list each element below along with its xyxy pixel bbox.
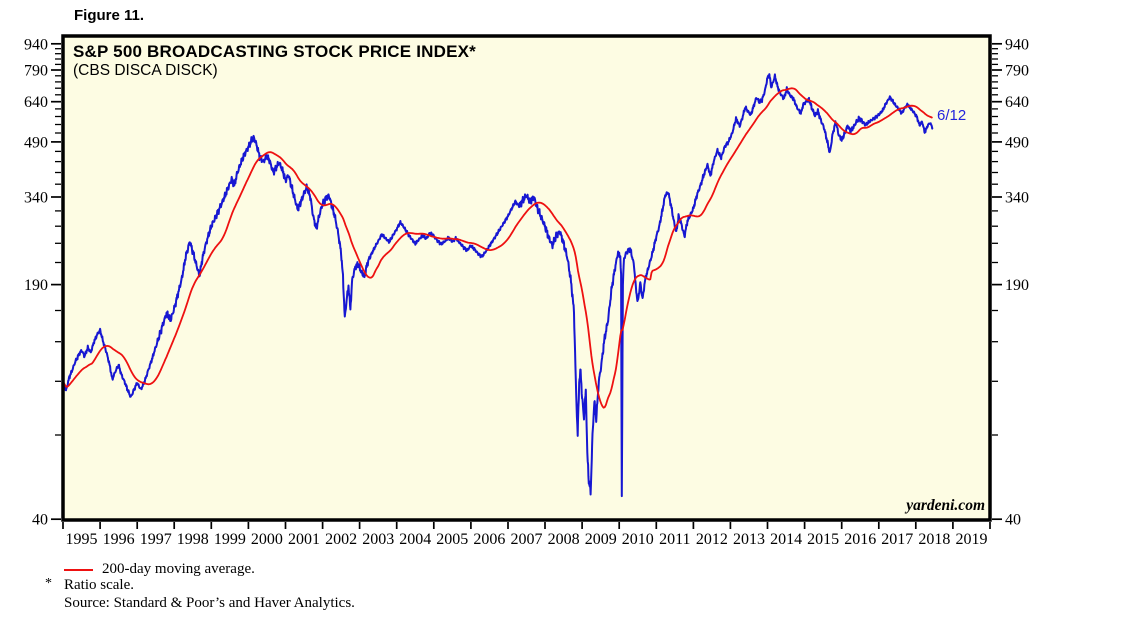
x-axis-year-label: 2012	[696, 531, 728, 548]
y-axis-tick-label: 940	[1005, 36, 1029, 53]
x-axis-year-label: 2006	[473, 531, 505, 548]
y-axis-tick-label: 340	[24, 190, 48, 207]
x-axis-year-label: 2002	[325, 531, 357, 548]
figure-label: Figure 11.	[74, 7, 145, 24]
y-axis-tick-label: 790	[24, 63, 48, 80]
price-line	[64, 73, 934, 498]
x-axis-year-label: 2018	[918, 531, 950, 548]
x-axis-year-label: 2005	[436, 531, 468, 548]
x-axis-year-label: 2011	[659, 531, 690, 548]
x-axis-year-label: 1995	[66, 531, 98, 548]
x-axis-year-label: 2000	[251, 531, 283, 548]
plot-frame	[61, 34, 992, 522]
x-axis-year-label: 2015	[807, 531, 839, 548]
y-axis-tick-label: 190	[1005, 277, 1029, 294]
x-axis-year-label: 2008	[548, 531, 580, 548]
x-axis-year-label: 2016	[844, 531, 876, 548]
chart-title: S&P 500 BROADCASTING STOCK PRICE INDEX*	[73, 42, 476, 61]
x-axis-year-label: 2013	[733, 531, 765, 548]
footnote-asterisk: *	[45, 576, 52, 591]
x-axis-year-label: 2014	[770, 531, 802, 548]
x-axis-year-label: 1998	[177, 531, 209, 548]
x-axis-year-label: 2009	[585, 531, 617, 548]
y-axis-tick-label: 640	[1005, 94, 1029, 111]
watermark: yardeni.com	[906, 497, 985, 514]
y-axis-tick-label: 940	[24, 36, 48, 53]
moving-average-line	[64, 87, 933, 409]
y-axis-tick-label: 40	[32, 512, 48, 529]
y-axis-tick-label: 40	[1005, 512, 1021, 529]
series-end-date-label: 6/12	[937, 107, 967, 124]
x-axis-year-label: 2019	[956, 531, 988, 548]
legend-ma-swatch	[64, 569, 93, 571]
source-attribution: Source: Standard & Poor’s and Haver Anal…	[64, 595, 355, 611]
x-axis-year-label: 2017	[881, 531, 913, 548]
y-axis-tick-label: 340	[1005, 190, 1029, 207]
legend-ma-label: 200-day moving average.	[102, 561, 255, 577]
y-axis-tick-label: 490	[24, 134, 48, 151]
y-axis-tick-label: 640	[24, 94, 48, 111]
series-group	[64, 73, 934, 498]
x-axis-year-label: 2004	[399, 531, 431, 548]
x-axis-year-label: 1996	[103, 531, 135, 548]
footnote-ratio-scale: Ratio scale.	[64, 577, 134, 593]
x-axis-year-label: 2010	[622, 531, 654, 548]
y-axis-tick-label: 490	[1005, 134, 1029, 151]
chart-subtitle: (CBS DISCA DISCK)	[73, 62, 218, 79]
x-axis-year-label: 2003	[362, 531, 394, 548]
plot-background	[63, 36, 990, 520]
y-axis-tick-label: 190	[24, 277, 48, 294]
x-axis-year-label: 2007	[511, 531, 543, 548]
y-axis-tick-label: 790	[1005, 63, 1029, 80]
x-axis-year-label: 1997	[140, 531, 172, 548]
x-axis-year-label: 1999	[214, 531, 246, 548]
x-axis-year-label: 2001	[288, 531, 320, 548]
